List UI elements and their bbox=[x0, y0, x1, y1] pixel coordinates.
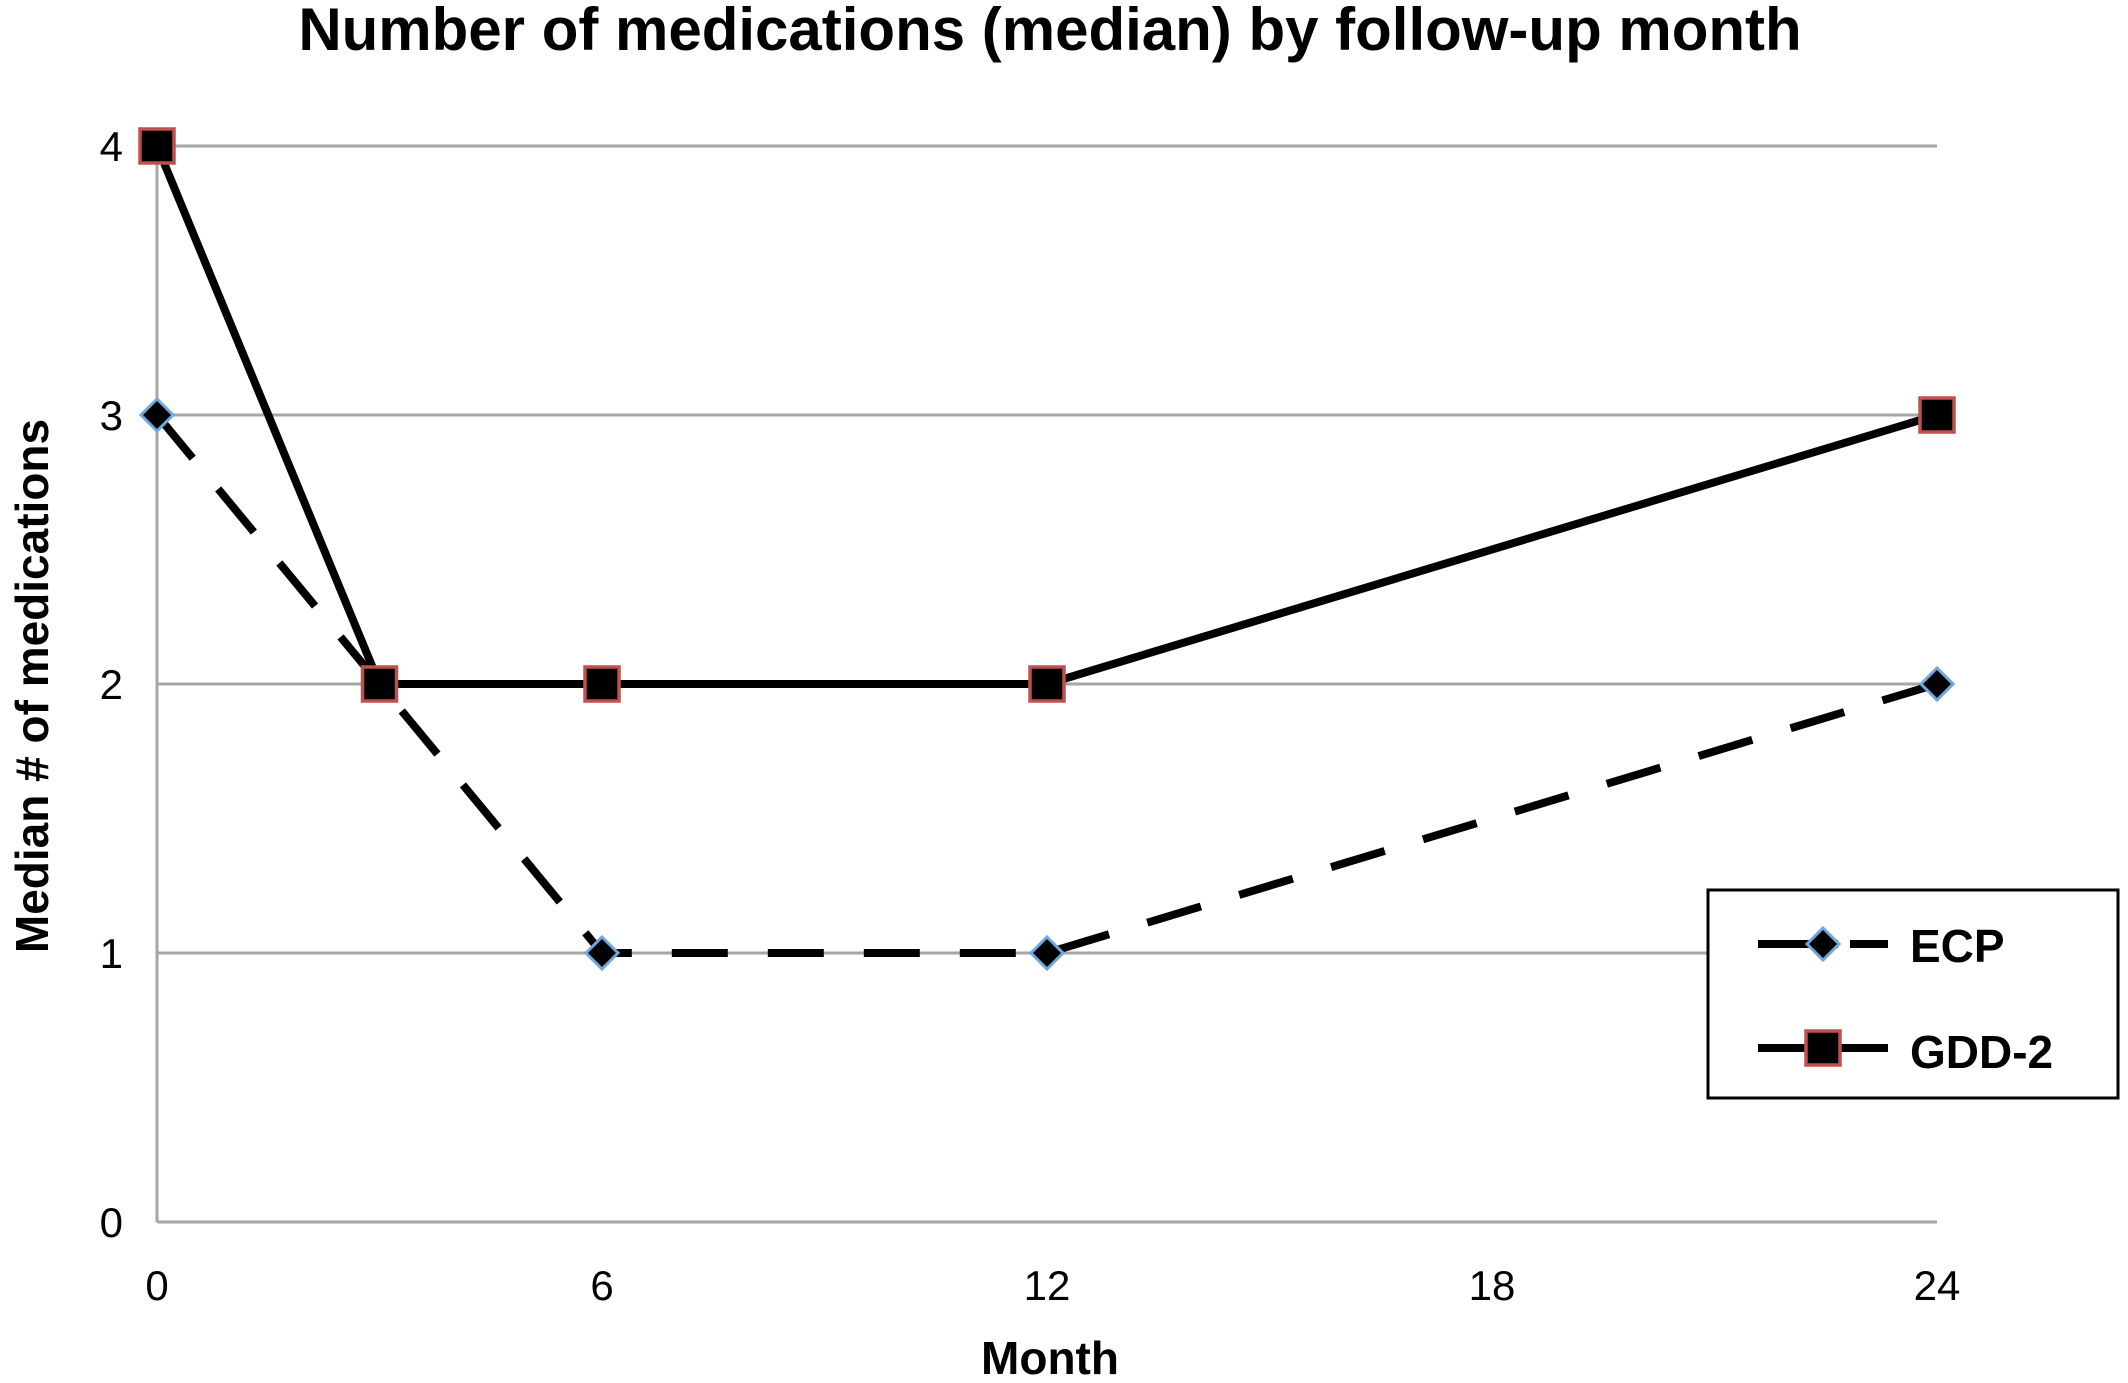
chart-title: Number of medications (median) by follow… bbox=[298, 0, 1801, 63]
data-point-gdd2 bbox=[583, 665, 621, 703]
y-tick-label: 0 bbox=[100, 1199, 123, 1246]
data-point-ecp bbox=[138, 396, 176, 434]
x-axis-title: Month bbox=[981, 1332, 1119, 1383]
legend-box bbox=[1706, 888, 2120, 1100]
y-tick-label: 4 bbox=[100, 123, 123, 170]
data-point-gdd2 bbox=[360, 665, 399, 703]
y-tick-label: 3 bbox=[100, 392, 123, 439]
data-point-ecp bbox=[583, 934, 621, 972]
series-layer bbox=[138, 127, 1956, 972]
legend-items bbox=[1758, 925, 1888, 1067]
legend-label-gdd2: GDD-2 bbox=[1910, 1026, 2053, 1078]
y-tick-label: 1 bbox=[100, 930, 123, 977]
grid-layer bbox=[157, 144, 1937, 955]
x-tick-label: 18 bbox=[1469, 1262, 1516, 1309]
x-tick-label: 6 bbox=[590, 1262, 613, 1309]
data-point-ecp bbox=[1028, 934, 1066, 972]
axis-layer bbox=[155, 146, 1937, 1224]
y-axis-title: Median # of medications bbox=[6, 419, 58, 953]
x-tick-label: 24 bbox=[1914, 1262, 1961, 1309]
legend-marker-ecp bbox=[1804, 925, 1842, 963]
legend: ECP GDD-2 bbox=[1706, 888, 2120, 1100]
data-point-gdd2 bbox=[138, 127, 176, 165]
y-tick-label: 2 bbox=[100, 661, 123, 708]
data-point-ecp bbox=[1918, 665, 1956, 703]
data-point-gdd2 bbox=[1028, 665, 1066, 703]
legend-label-ecp: ECP bbox=[1910, 920, 2005, 972]
legend-marker-gdd2 bbox=[1804, 1029, 1842, 1067]
x-tick-label: 0 bbox=[145, 1262, 168, 1309]
x-tick-label: 12 bbox=[1024, 1262, 1071, 1309]
data-point-gdd2 bbox=[1918, 396, 1956, 434]
